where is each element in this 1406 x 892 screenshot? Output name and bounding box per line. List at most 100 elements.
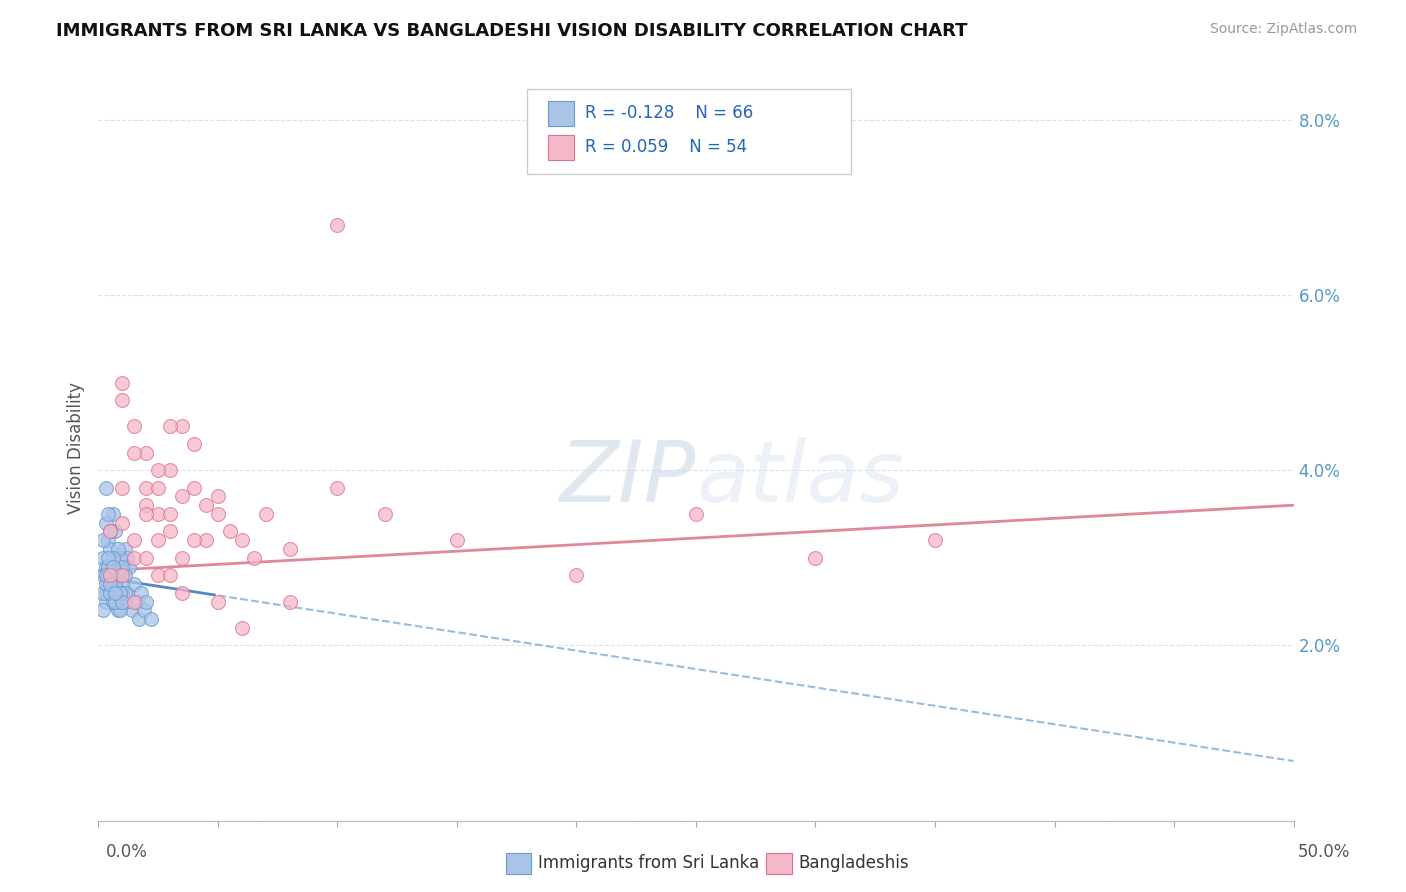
Point	[135, 594, 157, 608]
Point	[107, 603, 129, 617]
Point	[131, 586, 153, 600]
Point	[148, 463, 170, 477]
Point	[108, 559, 131, 574]
Point	[172, 586, 194, 600]
Point	[107, 541, 129, 556]
Point	[124, 577, 146, 591]
Point	[98, 568, 122, 582]
Point	[114, 586, 136, 600]
Point	[94, 577, 117, 591]
Point	[108, 603, 131, 617]
Point	[183, 437, 205, 451]
Point	[111, 577, 134, 591]
Point	[114, 594, 136, 608]
Point	[148, 533, 170, 548]
Point	[114, 541, 136, 556]
Point	[111, 586, 134, 600]
Point	[94, 559, 117, 574]
Point	[207, 490, 229, 504]
Point	[135, 481, 157, 495]
Point	[108, 586, 131, 600]
Point	[98, 559, 122, 574]
Point	[91, 586, 114, 600]
Point	[94, 516, 117, 530]
Point	[207, 594, 229, 608]
Point	[159, 419, 181, 434]
Y-axis label: Vision Disability: Vision Disability	[66, 383, 84, 514]
Text: Bangladeshis: Bangladeshis	[799, 855, 910, 872]
Point	[101, 507, 124, 521]
Point	[685, 507, 707, 521]
Point	[254, 507, 277, 521]
Text: R = 0.059    N = 54: R = 0.059 N = 54	[585, 138, 747, 156]
Point	[104, 524, 127, 539]
Point	[159, 507, 181, 521]
Point	[124, 594, 146, 608]
Point	[111, 392, 134, 407]
Point	[148, 568, 170, 582]
Point	[111, 594, 134, 608]
Point	[94, 568, 117, 582]
Point	[98, 541, 122, 556]
Point	[326, 218, 349, 232]
Point	[101, 550, 124, 565]
Point	[207, 507, 229, 521]
Point	[124, 419, 146, 434]
Text: 50.0%: 50.0%	[1298, 843, 1350, 861]
Point	[326, 481, 349, 495]
Point	[107, 568, 129, 582]
Point	[243, 550, 266, 565]
Point	[94, 586, 117, 600]
Point	[101, 559, 124, 574]
Point	[125, 594, 148, 608]
Point	[148, 507, 170, 521]
Point	[114, 568, 136, 582]
Point	[104, 594, 127, 608]
Text: Source: ZipAtlas.com: Source: ZipAtlas.com	[1209, 22, 1357, 37]
Point	[108, 550, 131, 565]
Point	[148, 481, 170, 495]
Point	[98, 568, 122, 582]
Point	[98, 524, 122, 539]
Point	[104, 568, 127, 582]
Point	[195, 498, 218, 512]
Point	[98, 524, 122, 539]
Text: 0.0%: 0.0%	[105, 843, 148, 861]
Point	[159, 568, 181, 582]
Point	[94, 481, 117, 495]
Point	[97, 559, 120, 574]
Point	[97, 568, 120, 582]
Point	[804, 550, 827, 565]
Point	[172, 490, 194, 504]
Point	[128, 612, 150, 626]
Point	[124, 445, 146, 459]
Point	[97, 507, 120, 521]
Point	[195, 533, 218, 548]
Point	[278, 541, 301, 556]
Text: IMMIGRANTS FROM SRI LANKA VS BANGLADESHI VISION DISABILITY CORRELATION CHART: IMMIGRANTS FROM SRI LANKA VS BANGLADESHI…	[56, 22, 967, 40]
Point	[183, 481, 205, 495]
Point	[91, 603, 114, 617]
Point	[135, 550, 157, 565]
Point	[111, 376, 134, 390]
Point	[374, 507, 396, 521]
Point	[91, 550, 114, 565]
Point	[121, 603, 143, 617]
Point	[101, 594, 124, 608]
Point	[101, 577, 124, 591]
Point	[219, 524, 242, 539]
Text: Immigrants from Sri Lanka: Immigrants from Sri Lanka	[538, 855, 759, 872]
Point	[135, 445, 157, 459]
Point	[924, 533, 946, 548]
Point	[231, 533, 253, 548]
Point	[111, 568, 134, 582]
Point	[91, 568, 114, 582]
Point	[135, 498, 157, 512]
Point	[97, 550, 120, 565]
Point	[139, 612, 162, 626]
Point	[172, 550, 194, 565]
Point	[159, 524, 181, 539]
Point	[111, 559, 134, 574]
Point	[446, 533, 468, 548]
Point	[97, 577, 120, 591]
